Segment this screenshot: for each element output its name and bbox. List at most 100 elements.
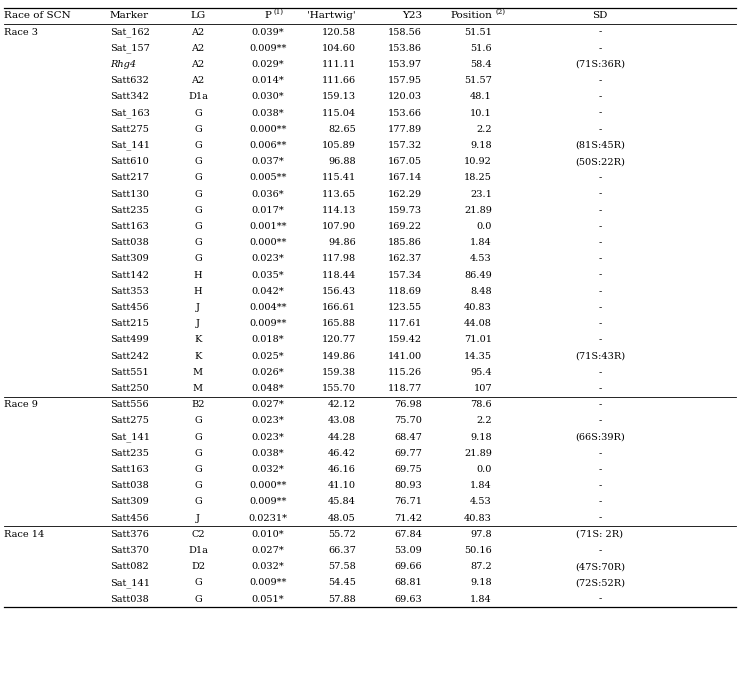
Text: (1): (1) <box>273 8 283 16</box>
Text: Sat_157: Sat_157 <box>110 44 150 53</box>
Text: Satt215: Satt215 <box>110 319 149 328</box>
Text: 2.2: 2.2 <box>476 125 492 134</box>
Text: Sat_162: Sat_162 <box>110 27 150 37</box>
Text: A2: A2 <box>192 76 204 85</box>
Text: 18.25: 18.25 <box>464 173 492 182</box>
Text: 69.63: 69.63 <box>395 595 422 604</box>
Text: 0.000**: 0.000** <box>250 238 287 247</box>
Text: 0.027*: 0.027* <box>252 546 285 555</box>
Text: -: - <box>598 498 602 507</box>
Text: -: - <box>598 76 602 85</box>
Text: 107: 107 <box>473 384 492 393</box>
Text: Position: Position <box>450 12 492 21</box>
Text: 75.70: 75.70 <box>394 416 422 426</box>
Text: 82.65: 82.65 <box>328 125 356 134</box>
Text: 0.0231*: 0.0231* <box>248 514 288 523</box>
Text: 105.89: 105.89 <box>322 141 356 150</box>
Text: 68.81: 68.81 <box>395 579 422 588</box>
Text: 0.004**: 0.004** <box>249 303 287 312</box>
Text: 51.51: 51.51 <box>464 28 492 37</box>
Text: 21.89: 21.89 <box>464 449 492 458</box>
Text: 80.93: 80.93 <box>395 481 422 490</box>
Text: 0.042*: 0.042* <box>252 287 285 296</box>
Text: 0.032*: 0.032* <box>252 465 285 474</box>
Text: -: - <box>598 465 602 474</box>
Text: -: - <box>598 173 602 182</box>
Text: 57.58: 57.58 <box>328 562 356 571</box>
Text: G: G <box>194 595 202 604</box>
Text: 66.37: 66.37 <box>328 546 356 555</box>
Text: Satt163: Satt163 <box>110 222 149 231</box>
Text: 0.023*: 0.023* <box>252 432 285 441</box>
Text: -: - <box>598 514 602 523</box>
Text: Satt632: Satt632 <box>110 76 149 85</box>
Text: 156.43: 156.43 <box>322 287 356 296</box>
Text: 153.86: 153.86 <box>388 44 422 53</box>
Text: -: - <box>598 287 602 296</box>
Text: 0.038*: 0.038* <box>252 449 285 458</box>
Text: -: - <box>598 206 602 215</box>
Text: 0.009**: 0.009** <box>250 44 287 53</box>
Text: 0.009**: 0.009** <box>250 579 287 588</box>
Text: 117.98: 117.98 <box>322 254 356 263</box>
Text: 0.006**: 0.006** <box>250 141 287 150</box>
Text: -: - <box>598 238 602 247</box>
Text: Satt275: Satt275 <box>110 125 149 134</box>
Text: 58.4: 58.4 <box>470 60 492 69</box>
Text: D1a: D1a <box>188 546 208 555</box>
Text: 10.1: 10.1 <box>470 109 492 118</box>
Text: Satt130: Satt130 <box>110 190 149 199</box>
Text: 0.036*: 0.036* <box>252 190 285 199</box>
Text: 0.0: 0.0 <box>476 465 492 474</box>
Text: Satt242: Satt242 <box>110 351 149 360</box>
Text: 97.8: 97.8 <box>470 530 492 538</box>
Text: (72S:52R): (72S:52R) <box>575 579 625 588</box>
Text: 0.039*: 0.039* <box>252 28 285 37</box>
Text: 71.42: 71.42 <box>394 514 422 523</box>
Text: G: G <box>194 173 202 182</box>
Text: Satt610: Satt610 <box>110 157 149 166</box>
Text: -: - <box>598 92 602 101</box>
Text: LG: LG <box>190 12 206 21</box>
Text: 51.57: 51.57 <box>464 76 492 85</box>
Text: Satt235: Satt235 <box>110 449 149 458</box>
Text: M: M <box>193 368 203 377</box>
Text: G: G <box>194 481 202 490</box>
Text: 21.89: 21.89 <box>464 206 492 215</box>
Text: -: - <box>598 303 602 312</box>
Text: 69.75: 69.75 <box>395 465 422 474</box>
Text: Satt342: Satt342 <box>110 92 149 101</box>
Text: 43.08: 43.08 <box>328 416 356 426</box>
Text: G: G <box>194 432 202 441</box>
Text: 86.49: 86.49 <box>464 270 492 279</box>
Text: 46.16: 46.16 <box>328 465 356 474</box>
Text: 0.018*: 0.018* <box>252 335 285 344</box>
Text: 111.66: 111.66 <box>322 76 356 85</box>
Text: 0.0: 0.0 <box>476 222 492 231</box>
Text: G: G <box>194 579 202 588</box>
Text: 0.023*: 0.023* <box>252 416 285 426</box>
Text: 45.84: 45.84 <box>328 498 356 507</box>
Text: M: M <box>193 384 203 393</box>
Text: G: G <box>194 206 202 215</box>
Text: 53.09: 53.09 <box>395 546 422 555</box>
Text: 159.38: 159.38 <box>322 368 356 377</box>
Text: A2: A2 <box>192 28 204 37</box>
Text: -: - <box>598 222 602 231</box>
Text: Satt038: Satt038 <box>110 481 149 490</box>
Text: -: - <box>598 384 602 393</box>
Text: 42.12: 42.12 <box>328 400 356 409</box>
Text: Satt353: Satt353 <box>110 287 149 296</box>
Text: 48.1: 48.1 <box>470 92 492 101</box>
Text: Satt370: Satt370 <box>110 546 149 555</box>
Text: -: - <box>598 335 602 344</box>
Text: Satt556: Satt556 <box>110 400 149 409</box>
Text: G: G <box>194 416 202 426</box>
Text: Satt082: Satt082 <box>110 562 149 571</box>
Text: 87.2: 87.2 <box>470 562 492 571</box>
Text: G: G <box>194 190 202 199</box>
Text: G: G <box>194 125 202 134</box>
Text: G: G <box>194 109 202 118</box>
Text: 0.000**: 0.000** <box>250 481 287 490</box>
Text: -: - <box>598 270 602 279</box>
